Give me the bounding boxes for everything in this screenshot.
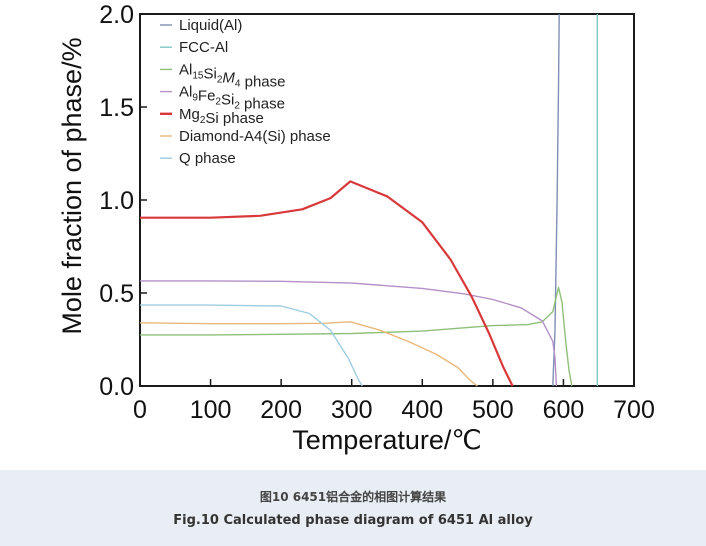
x-tick-label: 300 xyxy=(331,396,373,424)
y-tick-label: 1.5 xyxy=(99,94,134,122)
legend-entry: Mg2Si phase xyxy=(179,106,264,127)
series-line-2 xyxy=(140,286,573,387)
series-line-5 xyxy=(139,321,478,387)
y-tick-label: 0.5 xyxy=(99,280,134,308)
x-tick-label: 200 xyxy=(260,396,302,424)
x-tick-label: 0 xyxy=(133,396,147,424)
series-layer xyxy=(139,13,598,387)
series-line-3 xyxy=(140,280,558,387)
x-tick-label: 700 xyxy=(613,396,655,424)
x-tick-label: 100 xyxy=(190,396,232,424)
ticks-layer: 0 100 200 300 400 500 600 700 0.0 0.5 1.0 1.5 2.0 xyxy=(99,1,655,424)
x-tick-label: 600 xyxy=(543,396,585,424)
legend-entry: Liquid(Al) xyxy=(179,17,242,34)
x-tick-label: 400 xyxy=(401,396,443,424)
legend-entry: Q phase xyxy=(179,150,236,167)
x-tick-label: 500 xyxy=(472,396,514,424)
y-tick-label: 2.0 xyxy=(99,1,134,29)
legend: Liquid(Al) FCC-Al Al15Si2M4 phaseAl9Fe2Si2… xyxy=(160,17,331,167)
series-line-4 xyxy=(140,180,514,387)
y-tick-label: 1.0 xyxy=(99,187,134,215)
x-axis-title: Temperature/℃ xyxy=(292,425,481,455)
phase-diagram-chart: 0 100 200 300 400 500 600 700 0.0 0.5 1.0 1.5 2.0 Li… xyxy=(57,1,655,455)
series-line-6 xyxy=(140,304,363,387)
caption-chinese: 图10 6451铝合金的相图计算结果 xyxy=(259,490,447,504)
caption-box xyxy=(0,470,706,546)
legend-entry: Diamond-A4(Si) phase xyxy=(179,128,331,145)
legend-entry: Al9Fe2Si2 phase xyxy=(179,84,285,113)
legend-entry: Al15Si2M4 phase xyxy=(179,61,285,90)
y-tick-label: 0.0 xyxy=(99,373,134,401)
legend-entry: FCC-Al xyxy=(179,39,228,56)
y-axis-title: Mole fraction of phase/% xyxy=(57,37,87,334)
caption-english: Fig.10 Calculated phase diagram of 6451 … xyxy=(173,513,533,528)
